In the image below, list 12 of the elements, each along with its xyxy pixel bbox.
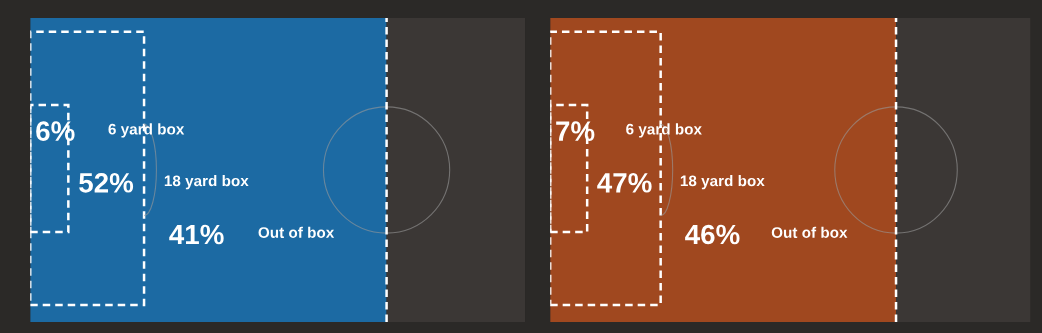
category-label: 6 yard box: [108, 123, 185, 138]
category-label: Out of box: [771, 226, 848, 238]
category-label: Out of box: [258, 226, 335, 238]
data-label: 46%: [685, 224, 740, 245]
category-label: 6 yard box: [626, 123, 702, 138]
data-label: 52%: [79, 172, 134, 193]
category-label: 18 yard box: [164, 175, 249, 190]
data-label: 7%: [556, 121, 595, 141]
data-label: 6%: [36, 121, 75, 141]
data-label: 41%: [169, 224, 224, 245]
data-label: 47%: [597, 173, 652, 193]
category-label: 18 yard box: [680, 175, 765, 190]
